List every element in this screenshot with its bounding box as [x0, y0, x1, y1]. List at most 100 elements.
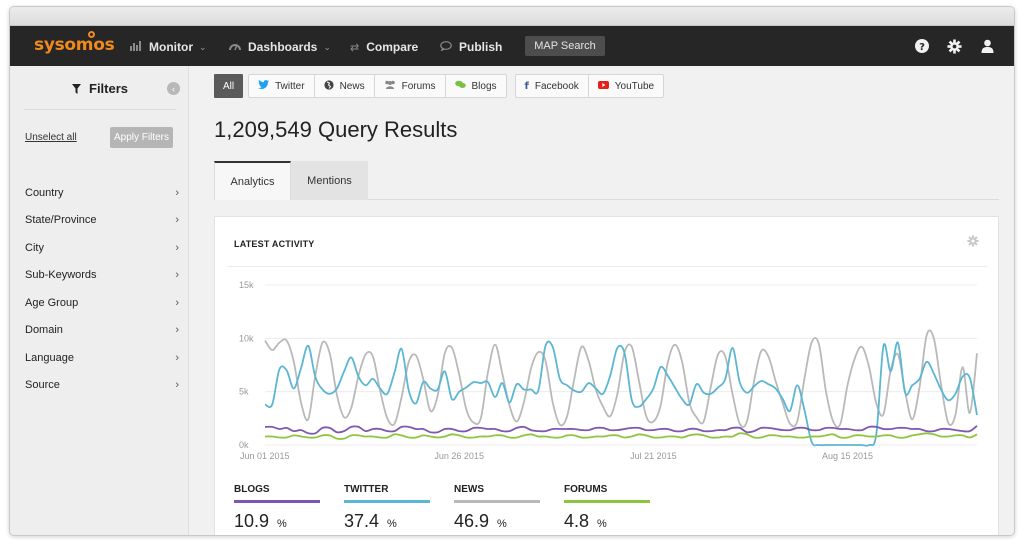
- filter-language[interactable]: Language ›: [25, 344, 179, 372]
- source-group-1: Twitter News Forums: [248, 74, 507, 98]
- swap-icon: ⇄: [350, 41, 360, 54]
- card-title: LATEST ACTIVITY: [234, 239, 315, 249]
- chevron-down-icon: ⌄: [323, 41, 331, 52]
- filter-sub-keywords[interactable]: Sub-Keywords ›: [25, 262, 179, 290]
- main-content: All Twitter News: [190, 66, 1014, 535]
- chevron-right-icon: ›: [175, 379, 179, 392]
- stat-unit: %: [597, 518, 607, 530]
- filters-sidebar: Filters ‹ Unselect all Apply Filters Cou…: [10, 66, 189, 535]
- stat-label: NEWS: [454, 484, 484, 495]
- stat-label: FORUMS: [564, 484, 608, 495]
- unselect-all-link[interactable]: Unselect all: [25, 132, 77, 143]
- user-icon[interactable]: [979, 38, 995, 54]
- source-facebook-label: Facebook: [534, 80, 579, 92]
- svg-text:?: ?: [919, 42, 925, 53]
- stat-color-bar: [564, 500, 650, 503]
- filter-source[interactable]: Source ›: [25, 372, 179, 400]
- filter-label: Sub-Keywords: [25, 269, 97, 282]
- nav-publish-label: Publish: [459, 40, 503, 54]
- source-twitter-button[interactable]: Twitter: [249, 75, 315, 97]
- source-blogs-button[interactable]: Blogs: [446, 75, 506, 97]
- youtube-icon: [597, 80, 609, 92]
- stat-value-row: 37.4%: [344, 511, 454, 532]
- chevron-down-icon: ⌄: [199, 41, 207, 52]
- logo-mark-icon: [88, 31, 95, 38]
- source-all-group: All: [214, 74, 244, 98]
- filter-funnel-icon: [72, 83, 81, 94]
- source-forums-button[interactable]: Forums: [375, 75, 446, 97]
- collapse-sidebar-icon[interactable]: ‹: [167, 82, 180, 95]
- series-line-twitter[interactable]: [264, 340, 978, 447]
- y-tick-label: 5k: [239, 387, 249, 397]
- map-search-button[interactable]: MAP Search: [525, 36, 605, 56]
- filter-domain[interactable]: Domain ›: [25, 317, 179, 345]
- stat-value-row: 46.9%: [454, 511, 564, 532]
- globe-icon: [323, 79, 334, 93]
- stat-value: 46.9: [454, 511, 490, 531]
- divider: [227, 266, 987, 267]
- browser-window: sysomos Monitor ⌄ Dashboards ⌄ ⇄ Compare…: [9, 6, 1015, 536]
- tab-analytics[interactable]: Analytics: [214, 161, 291, 200]
- nav-dashboards-label: Dashboards: [248, 40, 318, 54]
- card-settings-icon[interactable]: [967, 235, 979, 250]
- source-youtube-label: YouTube: [614, 80, 655, 92]
- stat-value-row: 4.8%: [564, 511, 674, 532]
- filter-state-province[interactable]: State/Province ›: [25, 207, 179, 235]
- filter-label: Language: [25, 351, 74, 364]
- filter-country[interactable]: Country ›: [25, 179, 179, 207]
- y-tick-label: 15k: [239, 280, 254, 290]
- nav-compare[interactable]: ⇄ Compare: [350, 37, 418, 57]
- filter-label: City: [25, 241, 44, 254]
- facebook-icon: f: [524, 80, 529, 92]
- y-tick-label: 10k: [239, 333, 254, 343]
- stat-value: 37.4: [344, 511, 380, 531]
- source-blogs-label: Blogs: [471, 80, 497, 92]
- source-facebook-button[interactable]: f Facebook: [516, 75, 589, 97]
- chevron-right-icon: ›: [175, 296, 179, 309]
- stat-unit: %: [387, 518, 397, 530]
- tab-mentions[interactable]: Mentions: [291, 161, 368, 200]
- source-all-button[interactable]: All: [214, 74, 244, 98]
- divider: [24, 109, 176, 110]
- filter-age-group[interactable]: Age Group ›: [25, 289, 179, 317]
- help-icon[interactable]: ?: [914, 38, 930, 54]
- filters-heading: Filters: [72, 81, 128, 96]
- bar-chart-icon: [130, 40, 142, 54]
- chevron-right-icon: ›: [175, 269, 179, 282]
- x-tick-label: Jun 26 2015: [434, 451, 484, 461]
- filter-label: Domain: [25, 324, 63, 337]
- speech-bubble-icon: [440, 40, 452, 54]
- series-line-blogs[interactable]: [264, 425, 978, 435]
- stat-unit: %: [497, 518, 507, 530]
- filter-label: Country: [25, 186, 64, 199]
- y-tick-label: 0k: [239, 440, 249, 450]
- stat-color-bar: [234, 500, 320, 503]
- series-line-forums[interactable]: [264, 432, 978, 440]
- nav-publish[interactable]: Publish: [440, 37, 502, 57]
- apply-filters-button[interactable]: Apply Filters: [110, 127, 173, 148]
- source-news-label: News: [339, 80, 365, 92]
- filter-city[interactable]: City ›: [25, 234, 179, 262]
- stat-color-bar: [454, 500, 540, 503]
- sysomos-logo[interactable]: sysomos: [34, 35, 115, 55]
- series-line-news[interactable]: [264, 329, 978, 428]
- latest-activity-card: LATEST ACTIVITY 15k 10k 5k 0k Jun 01 2015 Jun…: [214, 216, 999, 535]
- nav-monitor[interactable]: Monitor ⌄: [130, 37, 207, 57]
- gear-icon[interactable]: [946, 38, 962, 54]
- stat-news: NEWS 46.9%: [454, 484, 564, 532]
- filter-list: Country › State/Province › City › Sub-Keywo…: [25, 179, 179, 400]
- nav-dashboards[interactable]: Dashboards ⌄: [229, 37, 331, 57]
- chevron-right-icon: ›: [175, 324, 179, 337]
- gauge-icon: [229, 41, 241, 54]
- chat-icon: [454, 80, 466, 92]
- nav-monitor-label: Monitor: [149, 40, 193, 54]
- filter-label: Age Group: [25, 296, 79, 309]
- source-news-button[interactable]: News: [315, 75, 375, 97]
- x-tick-label: Aug 15 2015: [822, 451, 873, 461]
- source-youtube-button[interactable]: YouTube: [589, 75, 663, 97]
- x-tick-label: Jul 21 2015: [630, 451, 677, 461]
- filters-title: Filters: [89, 81, 129, 96]
- stat-label: BLOGS: [234, 484, 270, 495]
- stat-unit: %: [277, 518, 287, 530]
